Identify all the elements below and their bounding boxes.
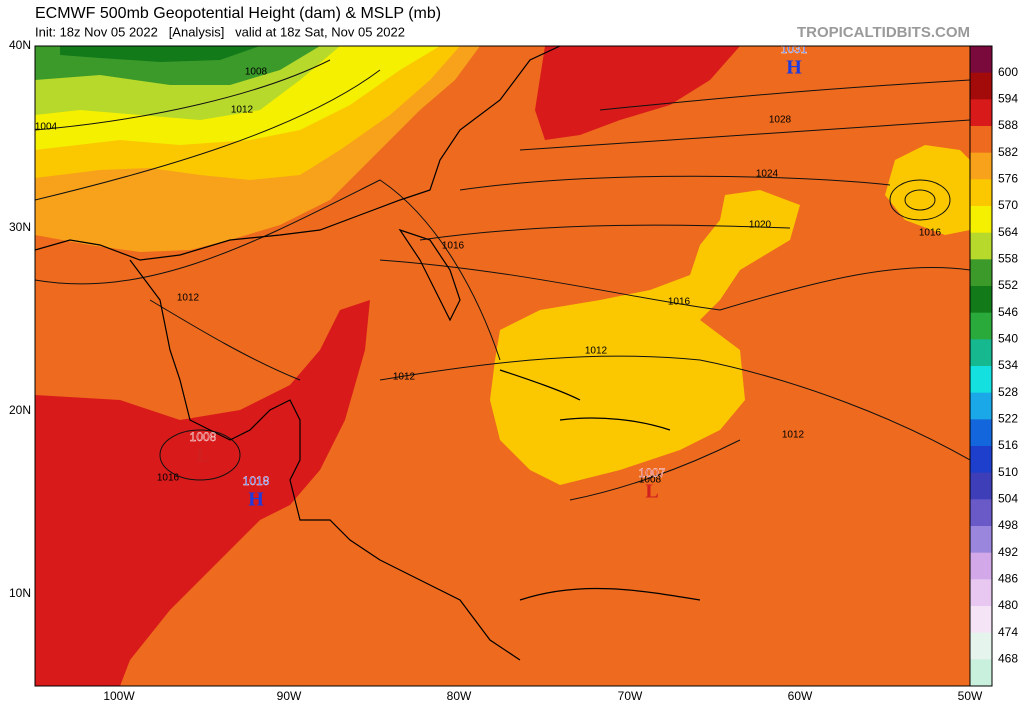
colorbar-label: 528 bbox=[998, 385, 1018, 399]
colorbar-label: 522 bbox=[998, 412, 1018, 426]
colorbar-segment bbox=[970, 259, 992, 287]
colorbar-label: 474 bbox=[998, 625, 1018, 639]
longitude-label: 90W bbox=[277, 689, 302, 703]
colorbar-label: 552 bbox=[998, 278, 1018, 292]
pressure-symbol: H bbox=[786, 57, 802, 79]
pressure-symbol: H bbox=[248, 489, 264, 511]
isobar-label: 1012 bbox=[231, 105, 254, 116]
colorbar-label: 504 bbox=[998, 492, 1018, 506]
colorbar: 600 594 588 582 576 570 564 558 552 546 540 534 528 5… bbox=[969, 45, 1018, 687]
isobar-label: 1012 bbox=[177, 293, 200, 304]
colorbar-label: 570 bbox=[998, 198, 1018, 212]
colorbar-segment bbox=[970, 446, 992, 474]
colorbar-label: 510 bbox=[998, 465, 1018, 479]
pressure-symbol: L bbox=[196, 445, 209, 467]
colorbar-segment bbox=[970, 99, 992, 127]
colorbar-segment bbox=[970, 126, 992, 154]
isobar-labels: 1008 1012 1004 1028 1024 1020 1016 1016 1016 1012… bbox=[35, 67, 942, 486]
longitude-label: 70W bbox=[618, 689, 643, 703]
colorbar-label: 588 bbox=[998, 118, 1018, 132]
isobar-label: 1016 bbox=[668, 297, 691, 308]
pressure-value: 1008 bbox=[190, 430, 217, 444]
colorbar-segment bbox=[970, 152, 992, 180]
longitude-label: 60W bbox=[788, 689, 813, 703]
colorbar-segment bbox=[970, 72, 992, 100]
colorbar-segment bbox=[970, 339, 992, 367]
colorbar-segment bbox=[970, 286, 992, 314]
latitude-label: 30N bbox=[9, 220, 31, 234]
site-name: TROPICALTIDBITS.COM bbox=[797, 24, 970, 41]
colorbar-segment bbox=[970, 659, 992, 687]
map: 1008 1012 1004 1028 1024 1020 1016 1016 1016 1012… bbox=[35, 42, 970, 686]
colorbar-segment bbox=[970, 46, 992, 74]
latitude-label: 20N bbox=[9, 403, 31, 417]
colorbar-segment bbox=[970, 632, 992, 660]
colorbar-label: 576 bbox=[998, 172, 1018, 186]
colorbar-label: 600 bbox=[998, 65, 1018, 79]
colorbar-segment bbox=[970, 206, 992, 234]
colorbar-label: 534 bbox=[998, 358, 1018, 372]
colorbar-label: 582 bbox=[998, 145, 1018, 159]
coastlines bbox=[35, 46, 701, 661]
longitude-label: 50W bbox=[958, 689, 983, 703]
pressure-symbol: L bbox=[645, 481, 658, 503]
longitude-label: 80W bbox=[447, 689, 472, 703]
longitude-label: 100W bbox=[103, 689, 135, 703]
isobar-label: 1024 bbox=[756, 169, 779, 180]
isobar-label: 1016 bbox=[157, 473, 180, 484]
isobar-label: 1028 bbox=[769, 115, 792, 126]
isobar-label: 1008 bbox=[639, 475, 662, 486]
colorbar-segment bbox=[970, 366, 992, 394]
colorbar-frame bbox=[969, 45, 993, 687]
colorbar-label: 546 bbox=[998, 305, 1018, 319]
colorbar-label: 486 bbox=[998, 572, 1018, 586]
colorbar-segment bbox=[970, 472, 992, 500]
isobar-label: 1012 bbox=[782, 430, 805, 441]
colorbar-segment bbox=[970, 526, 992, 554]
pressure-value: 1018 bbox=[243, 474, 270, 488]
colorbar-label: 540 bbox=[998, 332, 1018, 346]
isobar-label: 1004 bbox=[35, 122, 58, 133]
field-582 bbox=[490, 190, 800, 485]
colorbar-segment bbox=[970, 419, 992, 447]
isobar-label: 1012 bbox=[393, 372, 416, 383]
colorbar-segment bbox=[970, 579, 992, 607]
pressure-value: 1007 bbox=[639, 466, 666, 480]
colorbar-segment bbox=[970, 552, 992, 580]
colorbar-label: 516 bbox=[998, 438, 1018, 452]
colorbar-label: 558 bbox=[998, 252, 1018, 266]
colorbar-label: 468 bbox=[998, 652, 1018, 666]
colorbar-segment bbox=[970, 312, 992, 340]
title: ECMWF 500mb Geopotential Height (dam) & … bbox=[35, 5, 441, 22]
colorbar-label: 594 bbox=[998, 92, 1018, 106]
isobar-label: 1008 bbox=[245, 67, 268, 78]
colorbar-label: 498 bbox=[998, 518, 1018, 532]
field-588-north bbox=[535, 46, 740, 140]
colorbar-label: 492 bbox=[998, 545, 1018, 559]
field-546 bbox=[60, 46, 260, 62]
axis-labels: 40N 30N 20N 10N 100W 90W 80W 70W 60W 50W bbox=[9, 38, 983, 703]
colorbar-label: 480 bbox=[998, 598, 1018, 612]
field-588-west bbox=[35, 300, 370, 686]
colorbar-segment bbox=[970, 232, 992, 260]
isobar-label: 1020 bbox=[749, 220, 772, 231]
colorbar-segment bbox=[970, 606, 992, 634]
colorbar-label: 564 bbox=[998, 225, 1018, 239]
isobar-label: 1012 bbox=[585, 346, 608, 357]
pressure-value: 1031 bbox=[781, 42, 808, 56]
latitude-label: 10N bbox=[9, 586, 31, 600]
isobar-label: 1016 bbox=[919, 228, 942, 239]
latitude-label: 40N bbox=[9, 38, 31, 52]
subtitle: Init: 18z Nov 05 2022 [Analysis] valid a… bbox=[35, 24, 405, 39]
colorbar-segment bbox=[970, 179, 992, 207]
isobar-label: 1016 bbox=[442, 241, 465, 252]
colorbar-segment bbox=[970, 392, 992, 420]
colorbar-segment bbox=[970, 499, 992, 527]
field-582-east bbox=[885, 145, 970, 235]
